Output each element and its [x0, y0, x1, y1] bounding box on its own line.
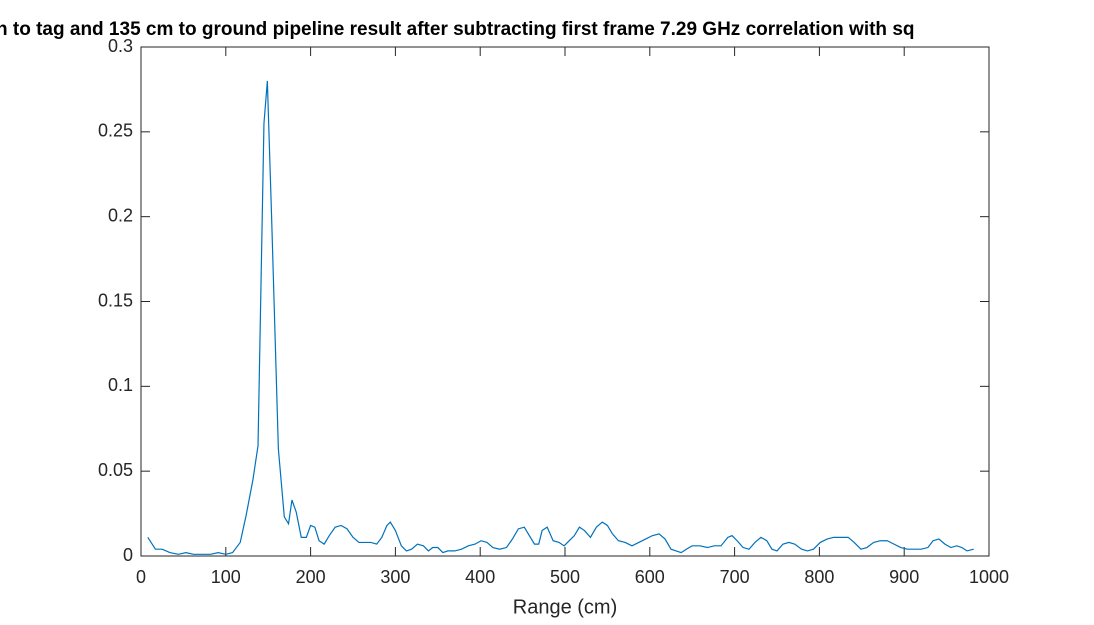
x-tick-label: 100 [211, 567, 241, 587]
y-tick-label: 0.15 [98, 290, 133, 310]
y-tick-label: 0.1 [108, 375, 133, 395]
x-axis-label: Range (cm) [513, 596, 617, 618]
x-tick-label: 400 [465, 567, 495, 587]
y-tick-label: 0.2 [108, 205, 133, 225]
x-tick-label: 300 [380, 567, 410, 587]
x-tick-label: 800 [804, 567, 834, 587]
y-tick-label: 0.05 [98, 460, 133, 480]
chart-title: n to tag and 135 cm to ground pipeline r… [0, 19, 915, 40]
x-tick-label: 0 [136, 567, 146, 587]
x-tick-label: 900 [889, 567, 919, 587]
plot-area [141, 47, 989, 556]
y-tick-label: 0.3 [108, 36, 133, 56]
x-tick-label: 1000 [969, 567, 1009, 587]
x-tick-label: 600 [635, 567, 665, 587]
x-tick-label: 700 [720, 567, 750, 587]
axes-box [140, 46, 990, 557]
y-tick-label: 0.25 [98, 121, 133, 141]
data-line [147, 80, 974, 555]
y-tick-label: 0 [123, 545, 133, 565]
x-tick-label: 500 [550, 567, 580, 587]
x-tick-label: 200 [296, 567, 326, 587]
